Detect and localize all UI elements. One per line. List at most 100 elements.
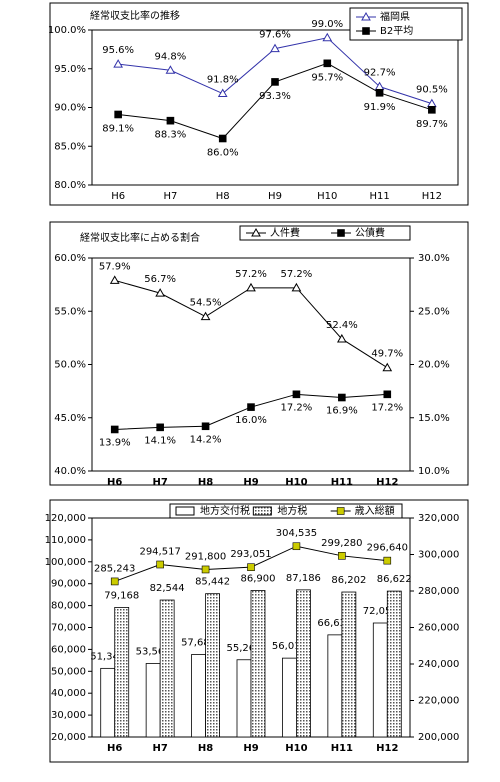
bar	[114, 607, 130, 738]
marker	[375, 88, 384, 97]
value-label: 57,680	[181, 637, 216, 648]
value-label: 56.7%	[144, 274, 176, 285]
legend-marker	[336, 507, 345, 515]
chart-title: 経常収支比率に占める割合	[80, 231, 200, 244]
value-label: 299,280	[321, 538, 362, 549]
y-tick-label: 30,000	[51, 710, 86, 721]
chart-frame	[49, 499, 469, 763]
value-label: 89.1%	[102, 123, 134, 134]
marker	[323, 59, 332, 68]
value-label: 79,168	[104, 590, 139, 601]
x-tick-label: H6	[107, 743, 122, 754]
x-tick-label: H10	[285, 477, 307, 488]
x-tick-label: H12	[376, 477, 398, 488]
x-tick-label: H6	[111, 191, 125, 202]
value-label: 91.8%	[207, 75, 239, 86]
value-label: 304,535	[276, 528, 317, 539]
marker	[292, 390, 301, 399]
value-label: 55,269	[227, 643, 262, 654]
bar	[386, 590, 402, 738]
value-label: 57.2%	[235, 269, 267, 280]
x-tick-label: H8	[198, 743, 213, 754]
x-tick-label: H11	[331, 477, 353, 488]
marker	[292, 542, 301, 551]
x-tick-label: H8	[198, 477, 213, 488]
legend-box	[239, 225, 411, 241]
marker	[165, 65, 176, 74]
y2-tick-label: 25.0%	[418, 306, 450, 317]
x-tick-label: H10	[285, 743, 307, 754]
value-label: 87,186	[286, 573, 321, 584]
x-tick-label: H6	[107, 477, 122, 488]
legend-marker	[251, 227, 261, 237]
y-tick-label: 40.0%	[54, 466, 86, 477]
marker	[291, 282, 302, 292]
value-label: 296,640	[367, 543, 408, 554]
y2-tick-label: 200,000	[418, 732, 459, 743]
value-label: 86,900	[241, 573, 276, 584]
chart-frame	[49, 2, 469, 206]
y-tick-label: 55.0%	[54, 306, 86, 317]
value-label: 72,052	[363, 606, 398, 617]
marker	[200, 311, 211, 321]
y-tick-label: 50.0%	[54, 360, 86, 371]
x-tick-label: H8	[216, 191, 230, 202]
marker	[201, 565, 210, 574]
marker	[246, 282, 256, 292]
y-tick-label: 85.0%	[54, 141, 86, 152]
marker	[218, 134, 227, 143]
y2-tick-label: 260,000	[418, 623, 459, 634]
x-tick-label: H9	[243, 477, 258, 488]
y-tick-label: 120,000	[45, 513, 86, 524]
x-tick-label: H7	[163, 191, 177, 202]
bar	[145, 663, 161, 738]
legend-swatch	[175, 506, 195, 516]
bar	[341, 591, 357, 738]
y-tick-label: 80,000	[51, 601, 86, 612]
value-label: 57.9%	[99, 261, 131, 272]
marker	[109, 275, 120, 284]
bar	[236, 659, 252, 738]
value-label: 91.9%	[364, 102, 396, 113]
value-label: 99.0%	[311, 19, 343, 30]
value-label: 285,243	[94, 563, 135, 574]
bar	[205, 593, 220, 738]
value-label: 49.7%	[371, 349, 403, 360]
bar	[296, 589, 311, 738]
x-tick-label: H10	[317, 191, 337, 202]
value-label: 88.3%	[155, 130, 187, 141]
y-tick-label: 100,000	[45, 557, 86, 568]
value-label: 14.2%	[190, 434, 222, 445]
bar	[372, 622, 388, 738]
x-tick-label: H11	[331, 743, 353, 754]
x-tick-label: H9	[243, 743, 258, 754]
marker	[322, 32, 333, 42]
value-label: 86,622	[377, 574, 412, 585]
y-tick-label: 90.0%	[54, 103, 86, 114]
y-tick-label: 45.0%	[54, 413, 86, 424]
bar	[100, 667, 116, 738]
value-label: 52.4%	[326, 320, 358, 331]
value-label: 95.6%	[102, 45, 134, 56]
legend-label: 歳入総額	[355, 504, 395, 517]
y2-tick-label: 300,000	[418, 550, 459, 561]
y-tick-label: 110,000	[45, 535, 86, 546]
legend-marker	[337, 229, 345, 237]
legend-marker	[361, 11, 371, 21]
y2-tick-label: 15.0%	[418, 413, 450, 424]
y2-tick-label: 10.0%	[418, 466, 450, 477]
value-label: 90.5%	[416, 85, 448, 96]
bar	[250, 590, 266, 738]
x-tick-label: H9	[268, 191, 282, 202]
marker	[110, 425, 119, 434]
x-tick-label: H12	[376, 743, 398, 754]
legend-label: 福岡県	[380, 10, 410, 23]
value-label: 95.7%	[311, 72, 343, 83]
value-label: 16.9%	[326, 406, 358, 417]
value-label: 57.2%	[281, 269, 313, 280]
value-label: 51,340	[90, 651, 125, 662]
value-label: 94.8%	[155, 51, 187, 62]
value-label: 92.7%	[364, 68, 396, 79]
